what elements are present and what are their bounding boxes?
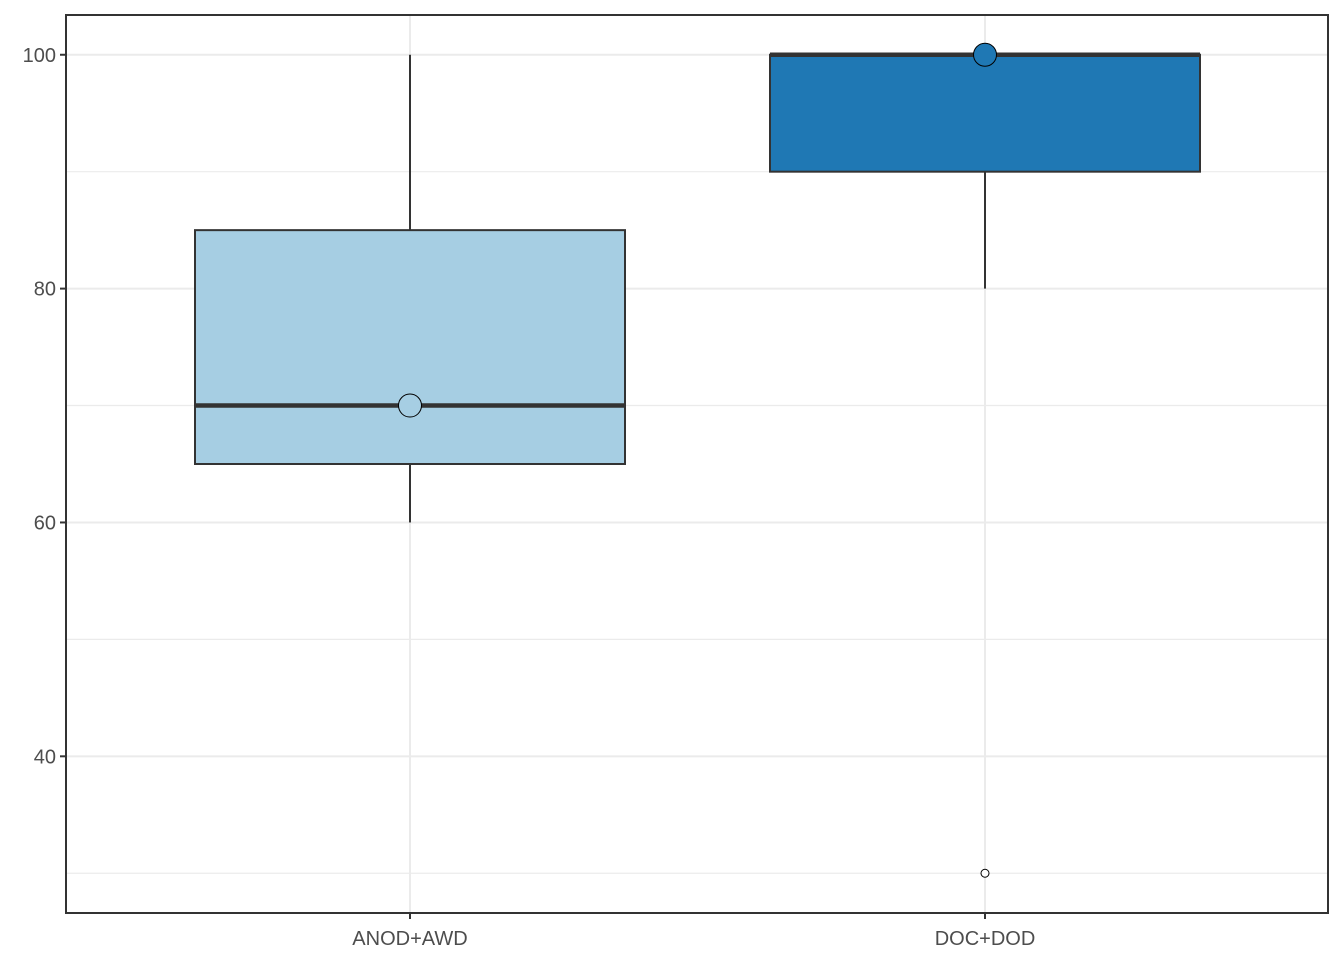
mean-point (973, 42, 997, 67)
iqr-box (769, 53, 1201, 173)
y-tick-label: 40 (34, 746, 56, 768)
box-group (194, 54, 626, 523)
x-tick-label: ANOD+AWD (352, 928, 467, 950)
mean-point (398, 393, 422, 418)
boxes (194, 42, 1201, 878)
y-tick-label: 100 (23, 45, 56, 67)
panel-border (65, 14, 1329, 914)
outlier-point (980, 868, 990, 878)
y-tick-label: 80 (34, 279, 56, 301)
axes: 40 60 80 100 ANOD+AWD DOC+DOD (23, 45, 1036, 950)
x-tick-label: DOC+DOD (935, 928, 1036, 950)
y-tick-label: 60 (34, 512, 56, 534)
box-group (769, 42, 1201, 878)
iqr-box (194, 229, 626, 465)
